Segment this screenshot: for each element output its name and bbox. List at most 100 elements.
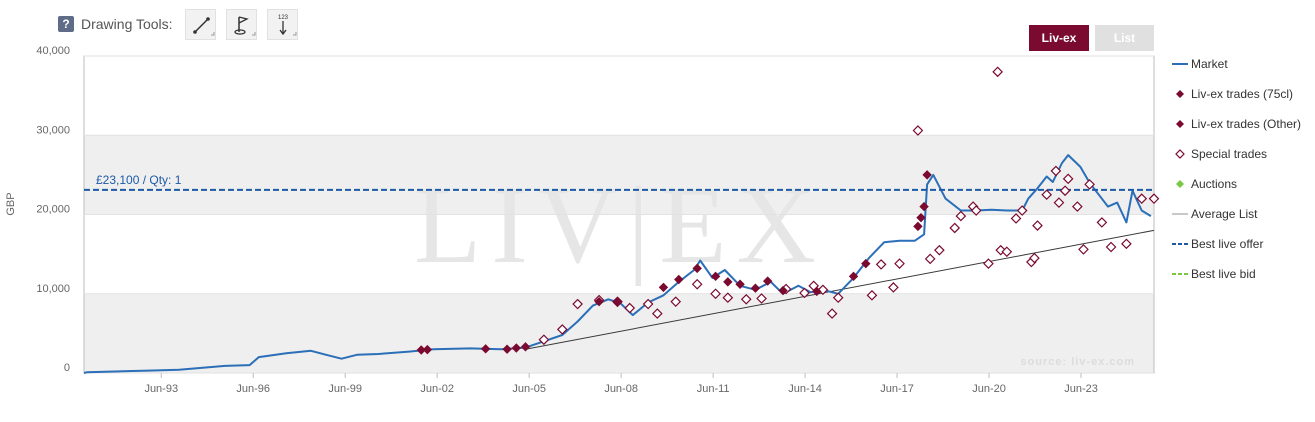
legend-item[interactable]: Liv-ex trades (Other) xyxy=(1176,117,1301,131)
legend-item[interactable]: Auctions xyxy=(1176,177,1237,191)
special-trade-point[interactable] xyxy=(651,308,663,319)
special-trade-point[interactable] xyxy=(1016,205,1028,216)
special-trade-point[interactable] xyxy=(1096,217,1108,228)
special-trade-point[interactable] xyxy=(970,205,982,216)
liv-ex-trade-point[interactable] xyxy=(723,277,733,287)
liv-ex-trade-point[interactable] xyxy=(422,344,433,355)
special-trade-point[interactable] xyxy=(1032,220,1043,231)
special-trade-point[interactable] xyxy=(1010,213,1022,224)
special-trade-point[interactable] xyxy=(799,287,810,299)
y-tick-label: 0 xyxy=(64,362,70,374)
special-trade-point[interactable] xyxy=(740,293,752,305)
legend-label: Market xyxy=(1191,57,1228,71)
special-trade-point[interactable] xyxy=(1084,179,1095,190)
legend-item[interactable]: Best live bid xyxy=(1172,267,1256,281)
special-trade-point[interactable] xyxy=(1121,238,1132,250)
measure-icon: 123 xyxy=(278,15,297,35)
legend-swatch-diamond xyxy=(1176,120,1184,128)
legend-label: Auctions xyxy=(1191,177,1237,191)
source-label: source: liv-ex.com xyxy=(1020,356,1135,368)
liv-ex-trade-point[interactable] xyxy=(919,201,929,212)
special-trade-point[interactable] xyxy=(983,258,994,269)
liv-ex-trade-point[interactable] xyxy=(861,258,871,269)
liv-ex-trade-point[interactable] xyxy=(594,296,604,307)
liv-ex-trade-point[interactable] xyxy=(913,221,923,232)
legend-item[interactable]: Market xyxy=(1172,57,1228,71)
special-trade-point[interactable] xyxy=(1148,193,1160,204)
special-trade-point[interactable] xyxy=(1062,173,1074,185)
y-axis-title: GBP xyxy=(5,192,17,215)
livex-view-button[interactable]: Liv-ex xyxy=(1029,25,1089,51)
special-trade-point[interactable] xyxy=(992,66,1003,78)
special-trade-point[interactable] xyxy=(826,308,838,319)
special-trade-point[interactable] xyxy=(1029,252,1040,264)
liv-ex-trade-point[interactable] xyxy=(762,276,773,286)
liv-ex-trade-point[interactable] xyxy=(502,344,512,354)
special-trade-point[interactable] xyxy=(722,292,734,304)
plot-bands xyxy=(84,135,1154,373)
special-trade-point[interactable] xyxy=(949,222,961,234)
special-trade-point[interactable] xyxy=(1050,165,1062,177)
liv-ex-trade-point[interactable] xyxy=(916,212,926,223)
special-trade-point[interactable] xyxy=(1059,185,1071,197)
special-trade-point[interactable] xyxy=(934,244,945,256)
drawing-tools-label: Drawing Tools: xyxy=(81,16,173,32)
liv-ex-trade-point[interactable] xyxy=(735,279,745,289)
liv-ex-trade-point[interactable] xyxy=(480,344,491,354)
liv-ex-trade-point[interactable] xyxy=(520,342,531,352)
liv-ex-trade-point[interactable] xyxy=(778,285,788,296)
special-trade-point[interactable] xyxy=(538,334,550,346)
special-trade-point[interactable] xyxy=(556,324,568,335)
liv-ex-trade-point[interactable] xyxy=(612,297,623,308)
line-tool-button[interactable] xyxy=(184,8,216,40)
liv-ex-trade-point[interactable] xyxy=(812,286,822,297)
special-trade-point[interactable] xyxy=(1001,246,1013,258)
x-tick-label: Jun-05 xyxy=(512,383,546,395)
legend-item[interactable]: Liv-ex trades (75cl) xyxy=(1176,87,1293,101)
help-icon[interactable]: ? xyxy=(58,16,74,32)
special-trade-point[interactable] xyxy=(1078,244,1089,255)
special-trade-point[interactable] xyxy=(670,296,682,308)
legend-item[interactable]: Special trades xyxy=(1175,147,1267,161)
special-trade-point[interactable] xyxy=(955,210,967,222)
special-trade-point[interactable] xyxy=(756,293,767,304)
liv-ex-trade-point[interactable] xyxy=(922,170,932,180)
liv-ex-trade-point[interactable] xyxy=(710,271,721,282)
liv-ex-trade-point[interactable] xyxy=(674,274,684,285)
special-trade-point[interactable] xyxy=(875,259,887,270)
special-trade-point[interactable] xyxy=(710,288,721,300)
x-tick-label: Jun-02 xyxy=(420,383,454,395)
liv-ex-trade-point[interactable] xyxy=(511,343,521,353)
special-trade-point[interactable] xyxy=(924,253,936,265)
liv-ex-trade-point[interactable] xyxy=(692,263,702,274)
special-trade-point[interactable] xyxy=(888,282,899,293)
legend-item[interactable]: Average List xyxy=(1172,207,1258,221)
special-trade-point[interactable] xyxy=(1053,197,1065,208)
list-view-button[interactable]: List xyxy=(1095,25,1154,51)
liv-ex-trade-point[interactable] xyxy=(750,283,761,293)
special-trade-point[interactable] xyxy=(894,258,905,269)
flag-tool-button[interactable] xyxy=(225,8,257,40)
special-trade-point[interactable] xyxy=(642,298,654,310)
special-trade-point[interactable] xyxy=(1041,189,1053,201)
x-tick-label: Jun-20 xyxy=(972,383,1006,395)
legend-swatch-diamond xyxy=(1176,90,1184,98)
special-trade-point[interactable] xyxy=(912,125,924,136)
liv-ex-trade-point[interactable] xyxy=(848,271,859,282)
special-trade-point[interactable] xyxy=(1072,201,1083,212)
special-trade-point[interactable] xyxy=(832,292,844,304)
special-trade-point[interactable] xyxy=(1105,241,1117,253)
legend-swatch-diamond xyxy=(1176,180,1184,188)
watermark: LIV|EX xyxy=(414,164,816,286)
special-trade-point[interactable] xyxy=(866,289,878,301)
legend-label: Special trades xyxy=(1191,147,1267,161)
legend-item[interactable]: Best live offer xyxy=(1172,237,1263,251)
special-trade-point[interactable] xyxy=(691,278,703,290)
measure-tool-button[interactable]: 123 xyxy=(266,8,298,40)
special-trade-point[interactable] xyxy=(572,298,583,310)
x-tick-label: Jun-93 xyxy=(144,383,178,395)
special-trade-point[interactable] xyxy=(1136,193,1148,204)
liv-ex-trade-point[interactable] xyxy=(658,282,669,293)
special-trade-point[interactable] xyxy=(624,302,636,314)
